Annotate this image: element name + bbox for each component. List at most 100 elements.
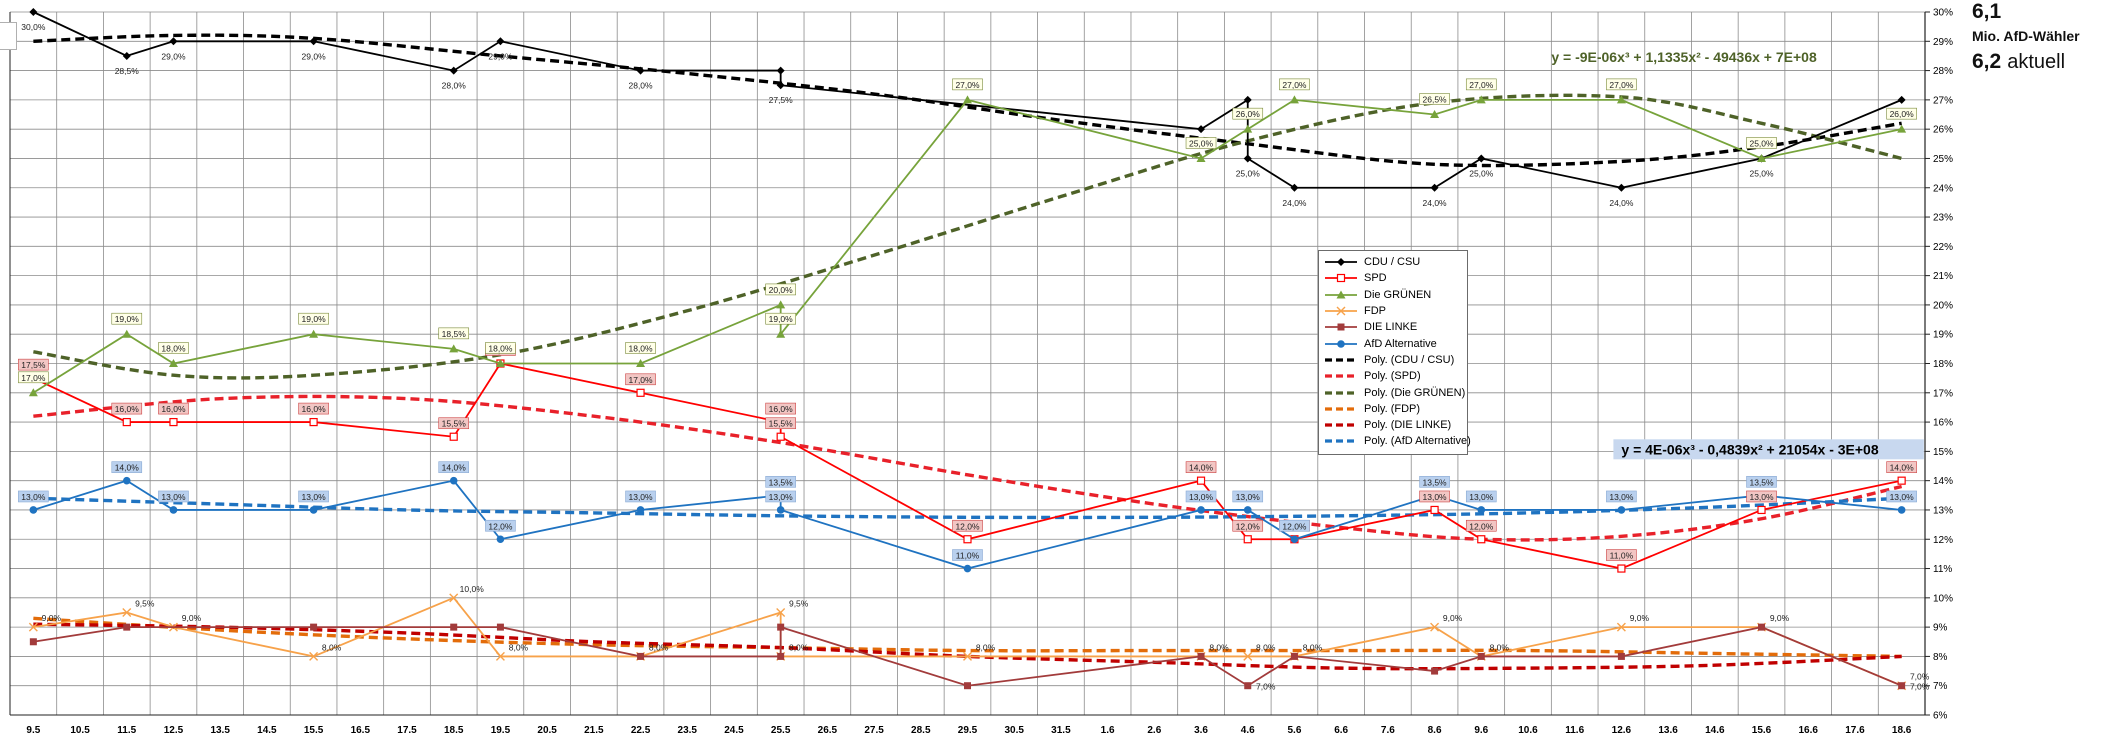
y-tick-label: 27%: [1933, 95, 1953, 106]
y-tick-label: 6%: [1933, 711, 1948, 722]
legend-label: SPD: [1364, 272, 1387, 285]
data-label: 19,0%: [115, 314, 140, 324]
x-tick-label: 17.6: [1845, 725, 1865, 736]
legend-item: Poly. (SPD): [1323, 368, 1463, 384]
marker: [1617, 183, 1626, 192]
x-tick-label: 12.6: [1612, 725, 1632, 736]
marker: [1757, 505, 1766, 515]
data-label: 11,0%: [956, 551, 980, 561]
legend-label: Poly. (FDP): [1364, 402, 1421, 415]
data-label-box: [438, 327, 470, 340]
marker: [1430, 505, 1439, 515]
x-tick-label: 14.6: [1705, 725, 1725, 736]
y-tick-label: 20%: [1933, 300, 1953, 311]
legend-swatch: [1325, 374, 1357, 378]
x-tick-label: 8.6: [1428, 725, 1442, 736]
data-label: 13,5%: [1749, 477, 1774, 487]
data-label: 13,0%: [21, 492, 46, 502]
data-label: 29,0%: [488, 51, 513, 61]
data-label: 13,5%: [1423, 477, 1448, 487]
data-label: 27,0%: [955, 80, 980, 90]
marker: [636, 506, 645, 514]
afd-voters-current-value: 6,2: [1972, 50, 2002, 73]
y-tick-label: 28%: [1933, 66, 1953, 77]
data-label: 8,0%: [1303, 642, 1323, 652]
marker: [1897, 506, 1906, 514]
x-tick-label: 10.5: [70, 725, 90, 736]
data-label-box: [1886, 461, 1917, 473]
marker: [1336, 306, 1346, 316]
marker: [29, 638, 37, 646]
legend-swatch: [1325, 274, 1357, 283]
legend-item: DIE LINKE: [1323, 319, 1463, 335]
marker: [1243, 124, 1253, 133]
marker: [1290, 183, 1299, 192]
marker: [776, 506, 785, 514]
marker: [776, 432, 785, 441]
trendline: [33, 616, 1902, 659]
x-tick-label: 31.5: [1051, 725, 1071, 736]
data-label-box: [1886, 107, 1917, 120]
data-label: 9,0%: [182, 613, 202, 623]
data-label: 26,0%: [1236, 109, 1261, 119]
data-label: 24,0%: [1609, 198, 1634, 208]
afd-voters-value: 6,1: [1972, 0, 2002, 23]
data-label: 10,0%: [460, 584, 485, 594]
marker: [1897, 124, 1907, 133]
data-label: 7,0%: [1256, 682, 1276, 692]
marker: [309, 329, 319, 338]
legend-label: Die GRÜNEN: [1364, 288, 1432, 301]
data-label-box: [1606, 490, 1637, 503]
marker: [122, 607, 132, 617]
y-tick-label: 10%: [1933, 593, 1953, 604]
data-label: 25,0%: [1749, 168, 1774, 178]
data-label: 9,5%: [789, 598, 809, 608]
legend-item: Poly. (DIE LINKE): [1323, 417, 1463, 433]
data-label: 13,0%: [628, 492, 653, 502]
data-labels: 30,0% 28,5% 29,0% 29,0% 28,0% 29,0% 28,0% 27,5%…: [18, 22, 1930, 692]
data-label-box: [1746, 137, 1777, 149]
series-line: [32, 362, 1902, 570]
data-label-box: [1606, 78, 1637, 91]
data-label: 24,0%: [1282, 198, 1307, 208]
data-label: 13,0%: [1236, 492, 1261, 502]
trendlines: [33, 33, 1903, 671]
data-label-box: [438, 461, 470, 473]
marker: [1476, 95, 1486, 104]
marker: [1477, 535, 1486, 544]
data-label: 13,5%: [769, 477, 794, 487]
x-tick-label: 29.5: [958, 725, 978, 736]
trendline: [33, 394, 1903, 542]
marker: [1290, 535, 1299, 544]
data-label-box: [765, 283, 796, 296]
legend-swatch: [1325, 306, 1357, 316]
data-label: 13,0%: [161, 492, 186, 502]
marker: [309, 37, 318, 46]
data-label: 16,0%: [769, 404, 794, 414]
trendline: [33, 496, 1902, 520]
marker: [122, 417, 131, 427]
data-label: 25,0%: [1469, 168, 1494, 178]
marker: [449, 66, 458, 75]
x-tick-label: 11.5: [117, 725, 136, 736]
x-tick-label: 5.6: [1287, 725, 1301, 736]
data-label: 29,0%: [161, 51, 186, 61]
x-tick-label: 9.6: [1474, 725, 1488, 736]
x-tick-label: 14.5: [257, 725, 277, 736]
chart-legend: CDU / CSU SPD Die GRÜNEN FDP DIE LINKE AfD Al…: [1318, 250, 1471, 455]
data-label: 12,0%: [955, 521, 980, 531]
marker: [169, 417, 178, 427]
data-label-box: [1279, 78, 1310, 91]
y-tick-label: 17%: [1933, 388, 1953, 399]
x-tick-label: 30.5: [1004, 725, 1024, 736]
x-tick-label: 18.6: [1892, 725, 1912, 736]
y-tick-label: 25%: [1933, 154, 1953, 165]
marker: [1243, 535, 1252, 544]
data-label: 9,0%: [1443, 613, 1463, 623]
data-label: 13,0%: [1469, 492, 1494, 502]
legend-label: CDU / CSU: [1364, 256, 1421, 269]
data-label: 8,0%: [322, 642, 342, 652]
marker: [1197, 125, 1206, 134]
data-label: 25,0%: [1236, 168, 1261, 178]
marker: [168, 359, 178, 367]
